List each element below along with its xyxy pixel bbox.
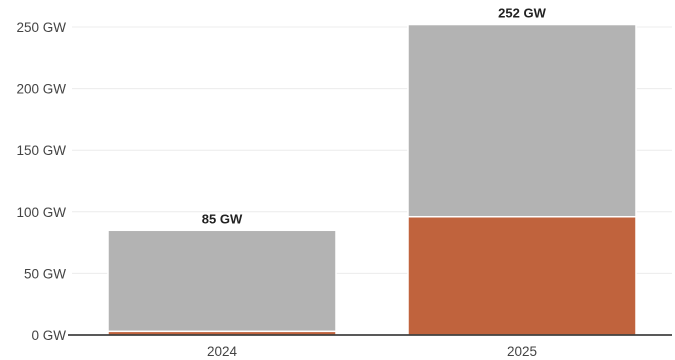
total-label: 85 GW: [202, 211, 243, 226]
y-tick-label: 150 GW: [16, 143, 66, 158]
y-tick-label: 200 GW: [16, 82, 66, 97]
total-label: 252 GW: [498, 6, 546, 21]
axes: 0 GW 50 GW 100 GW 150 GW 200 GW 250 GW 2024 202…: [16, 20, 672, 359]
data-labels: 85 GW 252 GW: [202, 6, 547, 227]
y-tick-label: 0 GW: [31, 328, 66, 343]
bar-segment: [407, 215, 637, 336]
bar-segment: [407, 23, 637, 218]
x-tick-label: 2025: [507, 344, 537, 359]
bar-segment: [107, 229, 337, 333]
bars: [107, 23, 637, 336]
x-tick-label: 2024: [207, 344, 238, 359]
y-tick-label: 250 GW: [16, 20, 66, 35]
y-tick-label: 100 GW: [16, 205, 66, 220]
y-tick-label: 50 GW: [24, 266, 66, 281]
